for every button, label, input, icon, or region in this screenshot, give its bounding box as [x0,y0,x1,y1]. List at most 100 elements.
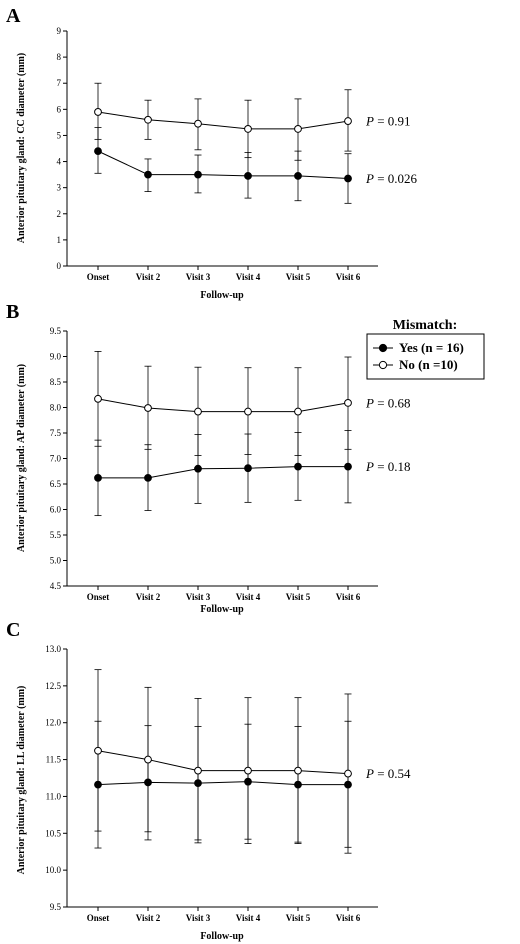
panel-b-plot: 4.5 5.0 5.5 6.0 6.5 7.0 7.5 8.0 8.5 9.0 9.5 Onset Vi… [50,326,411,602]
panel-b-point-yes [94,473,102,482]
panel-a-xtick-label: Visit 6 [336,272,361,282]
panel-a-ylabel: Anterior pituitary gland: CC diameter (m… [16,53,27,243]
panel-a-xtick-label: Onset [87,272,110,282]
panel-b-ytick-label: 7.0 [50,454,62,464]
panel-a-ytick-label: 1 [57,235,62,245]
panel-c-ytick-label: 11.5 [46,755,62,765]
panel-c-ytick-label: 11.0 [46,791,62,801]
panel-b-point-yes [244,464,252,473]
panel-a-xtick-label: Visit 3 [186,272,211,282]
panel-b-ytick-label: 5.5 [50,530,62,540]
panel-c-xtick-label: Visit 2 [136,913,161,923]
panel-a-ytick-label: 0 [57,261,62,271]
panel-b-point-yes [294,462,302,471]
panel-b-point-yes [144,473,152,482]
panel-a-ytick-label: 5 [57,130,62,140]
panel-c-ytick-label: 9.5 [50,902,62,912]
panel-a-point-no [144,115,152,124]
panel-a-ytick-label: 6 [57,104,62,114]
legend-no-marker [378,360,388,370]
panel-a-ytick-label: 3 [57,183,62,193]
panel-b-ytick-label: 9.0 [50,352,62,362]
panel-b-pvalue-yes: P = 0.18 [365,459,411,474]
panel-c-point-no [94,746,102,755]
panel-c-point-no [344,769,352,778]
panel-a-pvalue-no: P = 0.91 [365,114,411,129]
panel-b-ytick-label: 6.5 [50,479,62,489]
panel-b-ytick-label: 6.0 [50,505,62,515]
panel-b-xtick-label: Onset [87,592,110,602]
panel-a-letter: A [6,5,21,27]
panel-c-series-no-line [97,750,349,775]
panel-a-ytick-label: 9 [57,26,62,36]
panel-b-ytick-label: 9.5 [50,326,62,336]
panel-c-ytick-label: 13.0 [45,644,61,654]
panel-a-point-yes [94,147,102,156]
panel-b-series-no-line [97,398,349,413]
legend-no-label: No (n =10) [399,357,458,372]
panel-b-point-no [344,399,352,407]
panel-b-ylabel: Anterior pituitary gland: AP diameter (m… [16,364,27,552]
panel-a-point-yes [144,170,152,179]
panel-a-point-no [94,108,102,116]
panel-c-xlabel: Follow-up [200,931,244,942]
panel-a-plot: 0 1 2 3 4 5 6 7 8 9 Onset Visit 2 Visit 3 Visit 4 Visi… [57,26,418,282]
panel-a-point-yes [344,174,352,183]
panel-a-pvalue-yes: P = 0.026 [365,171,418,186]
panel-b-ytick-label: 7.5 [50,428,62,438]
panel-c-point-no [294,766,302,775]
panel-b-ytick-label: 8.5 [50,377,62,387]
panel-b-point-no [294,407,302,416]
panel-a-xtick-label: Visit 4 [236,272,261,282]
panel-b-point-yes [344,462,352,471]
panel-c-ytick-label: 12.5 [45,681,61,691]
panel-a: A Anterior pituitary gland: CC diameter … [6,5,418,301]
panel-b-ytick-label: 5.0 [50,556,62,566]
panel-c-xtick-label: Visit 4 [236,913,261,923]
panel-a-point-yes [194,170,202,179]
panel-a-point-yes [244,172,252,180]
panel-b-point-no [244,407,252,416]
panel-b-ytick-label: 4.5 [50,581,62,591]
panel-b-xtick-label: Visit 6 [336,592,361,602]
panel-c-ylabel: Anterior pituitary gland: LL diameter (m… [16,686,27,875]
panel-c-ytick-label: 10.5 [45,828,61,838]
panel-c-ytick-label: 12.0 [45,718,61,728]
panel-c-xtick-label: Visit 5 [286,913,311,923]
panel-a-series-yes-line [97,150,349,180]
panel-b-pvalue-no: P = 0.68 [365,395,411,410]
panel-b-xtick-label: Visit 5 [286,592,311,602]
panel-b-point-no [194,407,202,416]
panel-c-xtick-label: Onset [87,913,110,923]
panel-a-series-no-line [97,111,349,130]
panel-c-plot: 9.5 10.0 10.5 11.0 11.5 12.0 12.5 13.0 Onset Visi… [45,644,411,923]
panel-a-xtick-label: Visit 2 [136,272,161,282]
panel-a-xtick-label: Visit 5 [286,272,311,282]
panel-b-letter: B [6,301,19,323]
legend-yes-marker [378,343,388,353]
panel-b-series-yes-line [98,466,348,479]
legend-item-no: No (n =10) [373,357,458,372]
panel-c-series-yes-line [97,781,348,786]
panel-a-ytick-label: 2 [57,209,62,219]
panel-a-point-no [344,117,352,125]
panel-a-ytick-label: 8 [57,52,62,62]
panel-c-ytick-label: 10.0 [45,865,61,875]
panel-c-xtick-label: Visit 6 [336,913,361,923]
panel-b-xtick-label: Visit 3 [186,592,211,602]
panel-c: C Anterior pituitary gland: LL diameter … [6,619,411,942]
panel-a-point-no [244,125,252,133]
panel-c-point-no [244,766,252,775]
legend-yes-label: Yes (n = 16) [399,340,464,355]
legend-box [366,333,485,380]
panel-c-point-no [194,766,202,775]
panel-a-ytick-label: 4 [57,157,62,167]
legend-item-yes: Yes (n = 16) [373,340,464,355]
panel-a-point-yes [294,172,302,180]
panel-a-point-no [194,119,202,128]
panel-b-xlabel: Follow-up [200,604,244,615]
panel-a-ytick-label: 7 [57,78,62,88]
panel-b-xtick-label: Visit 4 [236,592,261,602]
panel-b-point-no [94,394,102,403]
